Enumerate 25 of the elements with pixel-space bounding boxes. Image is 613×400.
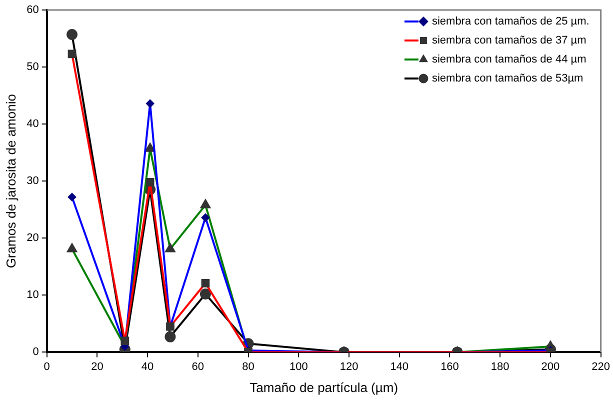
x-tick-label: 220 [592, 360, 610, 373]
y-axis-title: Gramos de jarosita de amonio [3, 94, 18, 268]
x-tick-label: 180 [490, 360, 510, 373]
y-tick-label: 60 [26, 4, 39, 16]
x-tick-label: 120 [340, 360, 358, 373]
x-tick-label: 140 [390, 360, 409, 373]
x-tick-label: 0 [44, 360, 50, 373]
legend-label: siembra con tamaños de 25 µm. [432, 16, 590, 28]
x-tick-label: 200 [541, 360, 560, 373]
legend-label: siembra con tamaños de 44 µm [432, 54, 586, 66]
legend-label: siembra con tamaños de 37 µm [432, 34, 586, 47]
x-tick-label: 60 [192, 360, 204, 373]
y-tick-label: 20 [26, 232, 39, 244]
x-tick-label: 80 [242, 360, 254, 373]
y-tick-label: 50 [26, 61, 39, 74]
y-tick-label: 0 [32, 346, 39, 358]
x-axis-title: Tamaño de partícula (µm) [250, 380, 398, 395]
y-tick-label: 30 [26, 175, 39, 188]
x-tick-label: 100 [289, 360, 308, 373]
x-tick-label: 20 [91, 360, 104, 373]
x-tick-label: 40 [141, 360, 154, 373]
y-tick-label: 10 [26, 289, 39, 302]
x-tick-label: 160 [440, 360, 459, 373]
legend-label: siembra con tamaños de 53µm [432, 72, 584, 85]
y-tick-label: 40 [26, 118, 39, 130]
